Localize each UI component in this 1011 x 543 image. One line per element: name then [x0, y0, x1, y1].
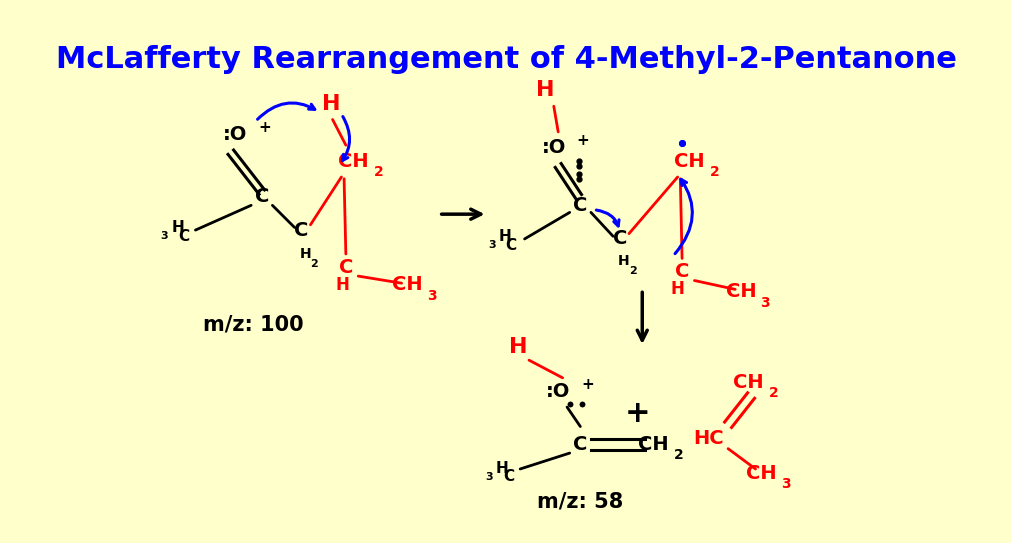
Text: 2: 2	[373, 165, 383, 179]
Text: +: +	[625, 399, 650, 428]
Text: H: H	[670, 280, 683, 298]
Text: C: C	[613, 230, 627, 249]
Text: H: H	[335, 276, 349, 294]
Text: 3: 3	[759, 295, 769, 310]
Text: m/z: 58: m/z: 58	[537, 492, 623, 512]
Text: H: H	[618, 254, 629, 268]
Text: McLafferty Rearrangement of 4-Methyl-2-Pentanone: McLafferty Rearrangement of 4-Methyl-2-P…	[56, 45, 955, 74]
Text: H: H	[321, 93, 340, 113]
Text: CH: CH	[746, 464, 776, 483]
Text: 3: 3	[427, 288, 436, 302]
Text: 3: 3	[161, 231, 168, 241]
Text: 3: 3	[487, 240, 495, 250]
Text: CH: CH	[637, 435, 667, 454]
Text: CH: CH	[338, 151, 368, 171]
Text: CH: CH	[673, 151, 704, 171]
Text: H: H	[535, 80, 554, 100]
Text: C: C	[339, 258, 353, 277]
Text: C: C	[502, 470, 514, 484]
Text: 2: 2	[710, 165, 719, 179]
Text: CH: CH	[732, 373, 763, 392]
Text: 3: 3	[780, 477, 790, 491]
Text: +: +	[576, 133, 588, 148]
Text: CH: CH	[392, 275, 423, 294]
Text: H: H	[495, 460, 509, 476]
Text: CH: CH	[725, 282, 756, 301]
Text: C: C	[674, 262, 688, 281]
Text: C: C	[294, 220, 308, 239]
Text: :O: :O	[541, 138, 565, 157]
Text: 3: 3	[485, 472, 492, 482]
Text: C: C	[178, 229, 189, 244]
Text: :O: :O	[222, 125, 248, 144]
Text: H: H	[498, 229, 511, 244]
Text: C: C	[506, 238, 517, 252]
Text: :O: :O	[546, 382, 570, 401]
Text: 2: 2	[768, 386, 778, 400]
Text: H: H	[171, 220, 184, 235]
Text: C: C	[572, 196, 587, 215]
Text: 2: 2	[628, 266, 636, 276]
Text: +: +	[258, 120, 271, 135]
Text: H: H	[509, 337, 527, 357]
Text: HC: HC	[693, 428, 723, 447]
Text: +: +	[580, 376, 593, 392]
Text: m/z: 100: m/z: 100	[202, 315, 303, 335]
Text: C: C	[255, 187, 269, 206]
Text: 2: 2	[673, 448, 682, 462]
Text: C: C	[572, 435, 587, 454]
Text: H: H	[299, 247, 310, 261]
Text: 2: 2	[309, 258, 317, 269]
